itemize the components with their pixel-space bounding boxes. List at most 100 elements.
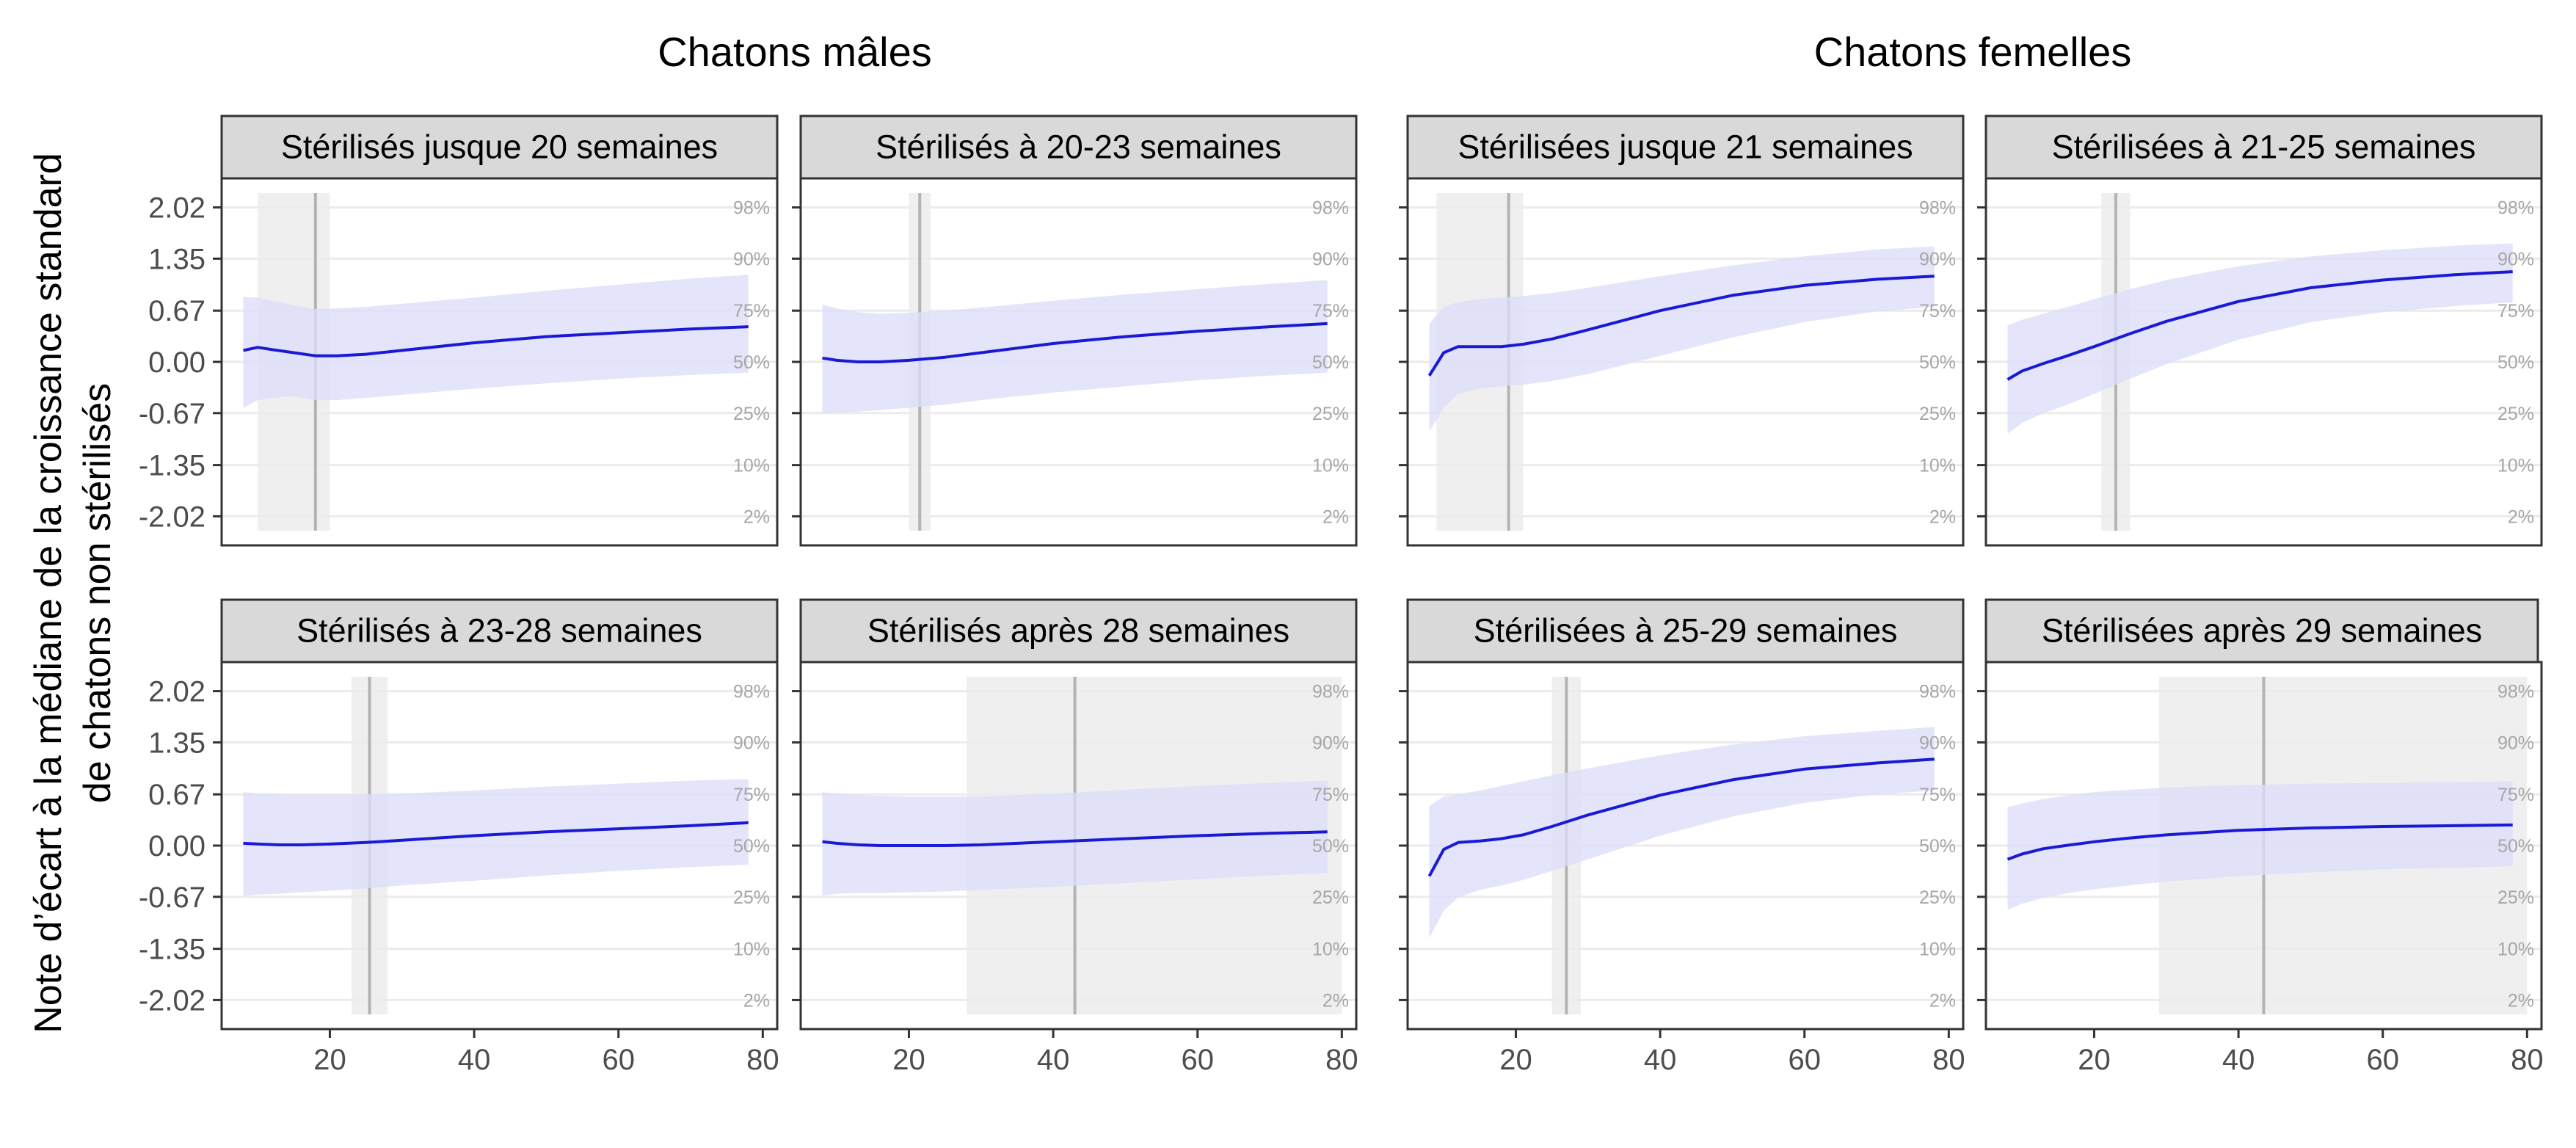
x-tick-label: 60 xyxy=(1181,1044,1214,1076)
panel-strip xyxy=(220,115,779,180)
x-tick-label: 80 xyxy=(1325,1044,1358,1076)
panel-title: Stérilisés après 28 semaines xyxy=(867,612,1289,650)
percentile-label: 98% xyxy=(1312,198,1349,219)
percentile-label: 50% xyxy=(1919,352,1956,373)
percentile-label: 98% xyxy=(2497,198,2534,219)
percentile-label: 90% xyxy=(2497,733,2534,753)
y-tick-label: -2.02 xyxy=(139,984,205,1017)
panel-plot-area xyxy=(801,193,1356,531)
x-tick-label: 40 xyxy=(2222,1044,2255,1076)
y-axis-title-line-1: Note d’écart à la médiane de la croissan… xyxy=(27,153,70,1033)
median-line xyxy=(243,821,749,846)
y-tick-label: 0.67 xyxy=(148,779,205,811)
panel-plot-area xyxy=(1986,677,2542,1014)
y-tick-label: 2.02 xyxy=(148,192,205,225)
percentile-label: 25% xyxy=(1919,887,1956,908)
y-tick-label: -1.35 xyxy=(139,450,205,482)
percentile-label: 10% xyxy=(2497,940,2534,960)
group-title-females: Chatons femelles xyxy=(1814,29,2132,75)
panel-strip xyxy=(1984,115,2543,180)
median-line xyxy=(822,321,1328,363)
percentile-label: 75% xyxy=(1312,301,1349,321)
panel-2: Stérilisés à 20-23 semaines 98% 90% 75% 50% 2… xyxy=(792,115,1358,547)
percentile-label: 50% xyxy=(1312,836,1349,857)
percentile-label: 90% xyxy=(2497,249,2534,269)
percentile-label: 90% xyxy=(733,249,770,269)
median-line xyxy=(2006,823,2513,861)
percentile-label: 98% xyxy=(2497,682,2534,702)
panel-6: Stérilisés après 28 semaines 98% 90% 75% 50%… xyxy=(792,598,1358,1076)
percentile-label: 75% xyxy=(1919,301,1956,321)
panel-strip xyxy=(1406,115,1965,180)
group-title-males: Chatons mâles xyxy=(658,29,932,75)
y-tick-label: 0.00 xyxy=(148,830,205,862)
confidence-band xyxy=(1429,246,1935,432)
panel-3: Stérilisées jusque 21 semaines 98% 90% 75% 5… xyxy=(1399,115,1965,547)
y-tick-label: 0.67 xyxy=(148,295,205,327)
panel-plot-area xyxy=(1408,193,1963,531)
x-tick-label: 60 xyxy=(1788,1044,1821,1076)
percentile-label: 25% xyxy=(733,404,770,424)
panel-1: Stérilisés jusque 20 semaines 98% 90% 75% 50… xyxy=(139,115,779,547)
percentile-label: 50% xyxy=(733,352,770,373)
x-tick-label: 80 xyxy=(746,1044,779,1076)
panel-title: Stérilisés à 20-23 semaines xyxy=(876,128,1281,166)
percentile-label: 2% xyxy=(1929,506,1956,527)
percentile-label: 75% xyxy=(2497,301,2534,321)
percentile-label: 2% xyxy=(2508,990,2534,1011)
x-tick-label: 40 xyxy=(458,1044,491,1076)
x-tick-label: 60 xyxy=(602,1044,635,1076)
percentile-label: 10% xyxy=(733,456,770,476)
median-line xyxy=(2006,270,2513,381)
panel-plot-area xyxy=(1408,677,1963,1014)
panel-7: Stérilisées à 25-29 semaines 98% 90% 75% 50%… xyxy=(1399,598,1965,1076)
confidence-band xyxy=(1429,727,1935,938)
x-tick-label: 80 xyxy=(2511,1044,2544,1076)
percentile-label: 25% xyxy=(1312,887,1349,908)
confidence-band xyxy=(2007,781,2513,910)
percentile-label: 50% xyxy=(1312,352,1349,373)
panels: Stérilisés jusque 20 semaines 98% 90% 75% 50… xyxy=(139,115,2544,1076)
panel-5: Stérilisés à 23-28 semaines 98% 90% 75% 50% 2… xyxy=(139,598,779,1076)
percentile-label: 25% xyxy=(1312,404,1349,424)
percentile-label: 10% xyxy=(1312,456,1349,476)
x-tick-label: 20 xyxy=(2078,1044,2111,1076)
panel-title: Stérilisés jusque 20 semaines xyxy=(281,128,718,166)
percentile-label: 2% xyxy=(1929,990,1956,1011)
panel-plot-area xyxy=(222,677,777,1014)
percentile-label: 75% xyxy=(733,785,770,805)
percentile-label: 98% xyxy=(733,198,770,219)
percentile-label: 50% xyxy=(2497,352,2534,373)
percentile-label: 50% xyxy=(733,836,770,857)
y-tick-label: -2.02 xyxy=(139,501,205,533)
percentile-label: 98% xyxy=(1312,682,1349,702)
panel-title: Stérilisées après 29 semaines xyxy=(2042,612,2482,650)
confidence-band xyxy=(2007,243,2513,434)
y-tick-label: 1.35 xyxy=(148,243,205,275)
percentile-label: 75% xyxy=(1919,785,1956,805)
y-tick-label: -1.35 xyxy=(139,934,205,966)
percentile-label: 90% xyxy=(1919,733,1956,753)
y-axis-title: Note d’écart à la médiane de la croissan… xyxy=(27,153,119,1033)
percentile-label: 90% xyxy=(1312,733,1349,753)
confidence-band xyxy=(822,280,1328,414)
y-tick-label: 1.35 xyxy=(148,727,205,759)
percentile-label: 10% xyxy=(733,940,770,960)
percentile-label: 25% xyxy=(2497,404,2534,424)
y-tick-label: -0.67 xyxy=(139,882,205,914)
x-tick-label: 20 xyxy=(1499,1044,1532,1076)
y-tick-label: -0.67 xyxy=(139,398,205,430)
percentile-label: 50% xyxy=(2497,836,2534,857)
x-tick-label: 40 xyxy=(1644,1044,1677,1076)
percentile-label: 25% xyxy=(1919,404,1956,424)
x-tick-label: 20 xyxy=(892,1044,925,1076)
panel-4: Stérilisées à 21-25 semaines 98% 90% 75% 50%… xyxy=(1977,115,2543,547)
panel-title: Stérilisés à 23-28 semaines xyxy=(296,612,702,650)
percentile-label: 25% xyxy=(2497,887,2534,908)
percentile-label: 10% xyxy=(2497,456,2534,476)
percentile-label: 2% xyxy=(743,990,770,1011)
percentile-label: 75% xyxy=(733,301,770,321)
percentile-label: 2% xyxy=(1322,506,1349,527)
percentile-label: 98% xyxy=(1919,682,1956,702)
